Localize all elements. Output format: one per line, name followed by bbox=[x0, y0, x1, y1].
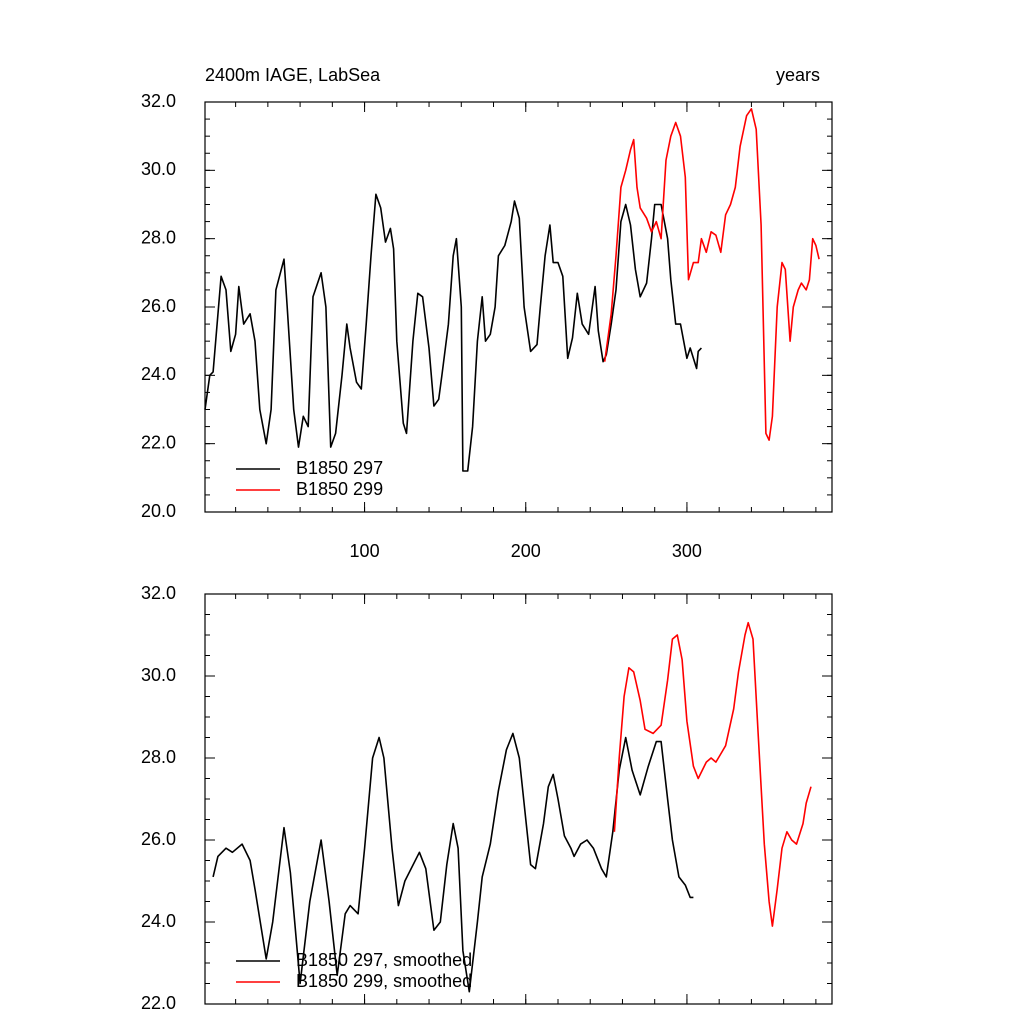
y-tick-label: 30.0 bbox=[141, 159, 176, 179]
y-tick-label: 32.0 bbox=[141, 583, 176, 603]
x-tick-label: 200 bbox=[511, 541, 541, 561]
chart-title: 2400m IAGE, LabSea bbox=[205, 65, 381, 85]
y-tick-label: 30.0 bbox=[141, 665, 176, 685]
y-tick-label: 22.0 bbox=[141, 993, 176, 1013]
line-series bbox=[613, 621, 812, 927]
legend-label: B1850 297 bbox=[296, 458, 383, 478]
legend-label: B1850 297, smoothed bbox=[296, 950, 472, 970]
y-tick-label: 32.0 bbox=[141, 91, 176, 111]
plot-frame bbox=[204, 593, 833, 1005]
x-tick-label: 100 bbox=[350, 541, 380, 561]
legend-label: B1850 299, smoothed bbox=[296, 971, 472, 991]
y-tick-label: 26.0 bbox=[141, 296, 176, 316]
x-tick-label: 300 bbox=[672, 541, 702, 561]
y-tick-label: 28.0 bbox=[141, 227, 176, 247]
y-tick-label: 24.0 bbox=[141, 364, 176, 384]
y-tick-label: 20.0 bbox=[141, 501, 176, 521]
line-series bbox=[603, 108, 820, 441]
line-series bbox=[212, 732, 694, 993]
legend-label: B1850 299 bbox=[296, 479, 383, 499]
y-tick-label: 28.0 bbox=[141, 747, 176, 767]
y-tick-label: 24.0 bbox=[141, 911, 176, 931]
plot-frame bbox=[204, 101, 833, 513]
y-tick-label: 22.0 bbox=[141, 432, 176, 452]
line-series bbox=[204, 193, 702, 472]
right-title: years bbox=[776, 65, 820, 85]
y-tick-label: 26.0 bbox=[141, 829, 176, 849]
